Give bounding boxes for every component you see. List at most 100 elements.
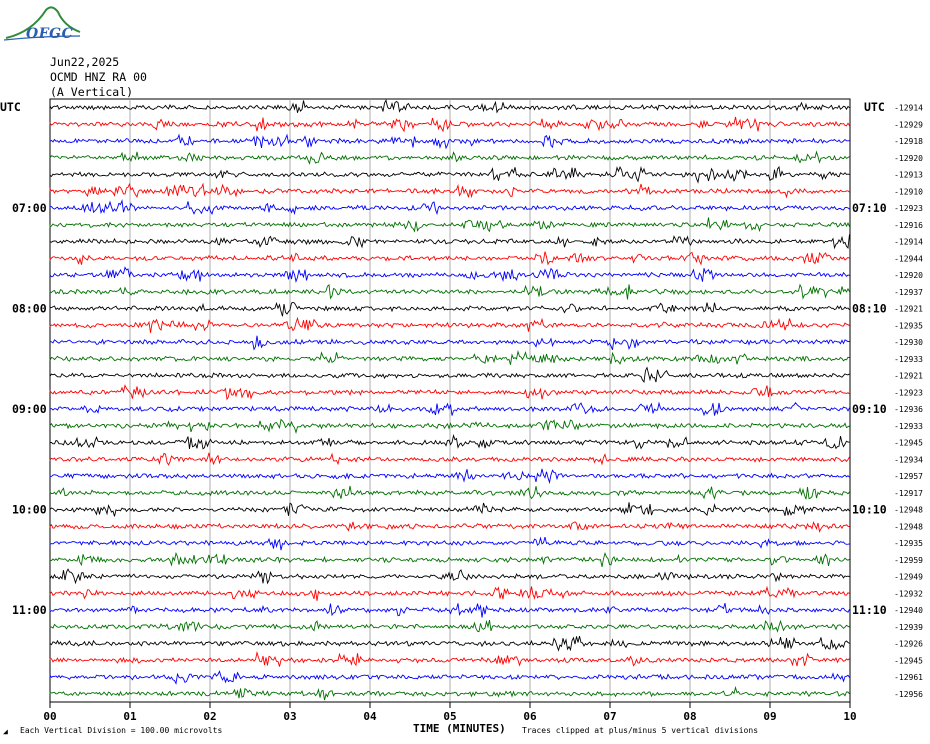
x-tick-label: 06 xyxy=(523,710,537,723)
trace-row-1 xyxy=(49,116,850,133)
scale-mark-icon: ◢ xyxy=(3,727,8,736)
offset-label: -12937 xyxy=(894,288,923,297)
station-code: OCMD HNZ RA 00 xyxy=(50,70,147,84)
offset-label: -12940 xyxy=(894,606,923,615)
x-tick-label: 10 xyxy=(843,710,856,723)
offset-label: -12921 xyxy=(894,305,923,314)
x-tick-label: 00 xyxy=(43,710,56,723)
offset-label: -12934 xyxy=(894,455,923,464)
offset-label: -12916 xyxy=(894,221,923,230)
trace-row-9 xyxy=(49,251,850,266)
x-tick-label: 08 xyxy=(683,710,696,723)
trace-row-27 xyxy=(49,551,850,567)
x-tick-label: 04 xyxy=(363,710,377,723)
offset-label: -12957 xyxy=(894,472,923,481)
ofgc-logo xyxy=(3,6,81,41)
trace-row-20 xyxy=(50,434,850,450)
x-tick-label: 05 xyxy=(443,710,456,723)
offset-label: -12935 xyxy=(894,539,923,548)
trace-row-3 xyxy=(49,150,850,165)
trace-row-8 xyxy=(49,234,850,250)
offset-label: -12936 xyxy=(894,405,923,414)
trace-row-33 xyxy=(49,650,850,667)
offset-label: -12933 xyxy=(894,422,923,431)
offset-label: -12910 xyxy=(894,187,923,196)
scale-note: Each Vertical Division = 100.00 microvol… xyxy=(20,726,223,735)
trace-row-4 xyxy=(49,165,850,184)
offset-label: -12935 xyxy=(894,321,923,330)
utc-label-left: UTC xyxy=(0,100,21,114)
offset-label: -12959 xyxy=(894,556,923,565)
offset-label: -12949 xyxy=(894,573,923,582)
trace-row-34 xyxy=(49,670,850,685)
offset-label: -12914 xyxy=(894,104,923,113)
trace-row-32 xyxy=(49,635,850,652)
offset-label: -12961 xyxy=(894,673,923,682)
time-label-right: 09:10 xyxy=(852,402,887,416)
x-tick-label: 07 xyxy=(603,710,616,723)
offset-label: -12948 xyxy=(894,522,923,531)
clip-note: Traces clipped at plus/minus 5 vertical … xyxy=(522,726,759,735)
trace-row-35 xyxy=(49,685,850,701)
plot-date: Jun22,2025 xyxy=(50,55,120,69)
x-tick-label: 01 xyxy=(123,710,137,723)
trace-row-28 xyxy=(49,568,850,585)
time-label-right: 10:10 xyxy=(852,503,887,517)
trace-row-29 xyxy=(49,585,850,601)
label-layer: 00 01 02 03 04 05 06 07 08 09 10 -12914 -12929 -12918… xyxy=(12,104,923,724)
time-label-right: 07:10 xyxy=(852,201,887,215)
offset-label: -12948 xyxy=(894,506,923,515)
time-label-left: 09:00 xyxy=(12,402,47,416)
trace-row-11 xyxy=(49,283,850,300)
offset-label: -12939 xyxy=(894,623,923,632)
time-label-left: 10:00 xyxy=(12,503,47,517)
offset-label: -12930 xyxy=(894,338,923,347)
trace-row-22 xyxy=(49,468,850,485)
offset-label: -12929 xyxy=(894,120,923,129)
grid-layer xyxy=(49,98,851,708)
offset-label: -12926 xyxy=(894,640,923,649)
trace-row-30 xyxy=(49,602,850,618)
trace-row-24 xyxy=(49,502,850,517)
x-tick-label: 09 xyxy=(763,710,776,723)
trace-row-19 xyxy=(49,418,850,434)
time-label-right: 11:10 xyxy=(852,603,887,617)
time-label-left: 07:00 xyxy=(12,201,47,215)
x-axis-title: TIME (MINUTES) xyxy=(413,722,506,735)
offset-label: -12914 xyxy=(894,238,923,247)
offset-label: -12945 xyxy=(894,439,923,448)
offset-label: -12923 xyxy=(894,388,923,397)
offset-label: -12956 xyxy=(894,690,923,699)
trace-row-17 xyxy=(49,384,850,401)
time-label-left: 11:00 xyxy=(12,603,47,617)
trace-row-31 xyxy=(49,619,850,633)
trace-row-13 xyxy=(49,316,850,333)
offset-label: -12920 xyxy=(894,271,923,280)
trace-row-7 xyxy=(49,217,850,233)
trace-row-18 xyxy=(49,401,850,417)
trace-row-2 xyxy=(49,133,850,150)
trace-row-14 xyxy=(49,335,850,351)
trace-row-16 xyxy=(49,366,850,383)
offset-label: -12920 xyxy=(894,154,923,163)
x-tick-label: 03 xyxy=(283,710,296,723)
trace-row-12 xyxy=(49,301,850,317)
trace-row-25 xyxy=(49,521,850,533)
time-label-right: 08:10 xyxy=(852,302,887,316)
offset-label: -12913 xyxy=(894,171,923,180)
offset-label: -12923 xyxy=(894,204,923,213)
trace-row-21 xyxy=(49,452,850,466)
offset-label: -12933 xyxy=(894,355,923,364)
trace-row-6 xyxy=(49,199,850,216)
trace-row-15 xyxy=(49,349,850,365)
trace-row-5 xyxy=(49,182,850,199)
trace-row-10 xyxy=(49,266,850,283)
time-label-left: 08:00 xyxy=(12,302,47,316)
offset-label: -12917 xyxy=(894,489,923,498)
trace-row-26 xyxy=(49,536,850,551)
trace-row-23 xyxy=(49,485,850,500)
logo-text: OFGC xyxy=(26,26,74,42)
x-tick-label: 02 xyxy=(203,710,216,723)
